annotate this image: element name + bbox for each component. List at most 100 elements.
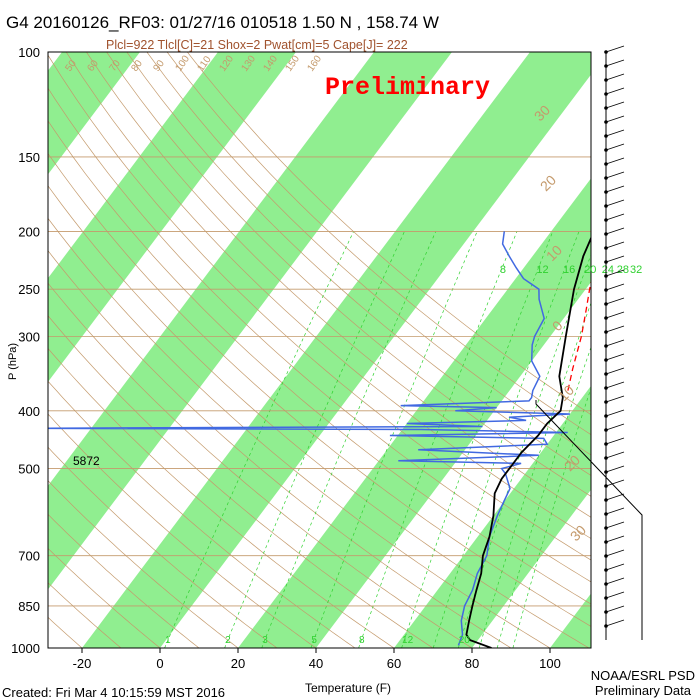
mixing-ratio-line [496, 346, 591, 648]
dry-adiabat [0, 52, 4, 648]
wind-barb [605, 283, 625, 291]
y-tick-label: 850 [18, 599, 40, 614]
wind-barb [605, 521, 625, 529]
y-tick-label: 400 [18, 404, 40, 419]
wind-barb [605, 101, 625, 109]
wind-barb [605, 157, 625, 165]
wind-barb [605, 227, 625, 235]
mixing-ratio-label: 8 [500, 264, 506, 276]
wind-barb [605, 451, 625, 459]
plot-area [0, 52, 591, 648]
wind-barb [605, 115, 625, 123]
wind-barb [605, 437, 625, 445]
isotherm-band [48, 52, 140, 175]
x-tick-label: 80 [465, 656, 479, 671]
dry-adiabat [187, 52, 591, 416]
wind-barb [605, 87, 625, 95]
isotherm-band [394, 385, 591, 648]
dry-adiabat [166, 52, 591, 436]
chart-subtitle: Plcl=922 Tlcl[C]=21 Shox=2 Pwat[cm]=5 Ca… [106, 38, 408, 52]
preliminary-watermark: Preliminary [325, 73, 490, 102]
dewpoint-trace [48, 231, 570, 646]
mixing-ratio-label: 24 [602, 264, 614, 276]
plot-frame [47, 51, 592, 649]
y-tick-label: 100 [18, 45, 40, 60]
y-tick-label: 300 [18, 329, 40, 344]
mixing-ratio-label: 1 [165, 635, 171, 646]
wind-barb [605, 339, 625, 347]
wind-barb [605, 353, 625, 361]
x-tick-label: 40 [309, 656, 323, 671]
mixing-ratio-label: 3 [262, 635, 268, 646]
wind-barb [605, 563, 625, 571]
isotherm-band [48, 52, 452, 590]
wind-barb [605, 129, 625, 137]
created-timestamp: Created: Fri Mar 4 10:15:59 MST 2016 [2, 685, 225, 700]
isotherm-label: 10 [555, 382, 577, 404]
wind-barb [605, 199, 625, 207]
wind-barb [605, 297, 625, 305]
wind-barb [605, 465, 625, 473]
mixing-ratio-line [224, 231, 405, 648]
wind-barb-column [535, 45, 643, 640]
dry-adiabat-label: 100 [173, 53, 192, 73]
wind-barb [605, 605, 625, 613]
x-tick-label: 0 [156, 656, 163, 671]
x-tick-label: -20 [73, 656, 92, 671]
mixing-ratio-line [432, 231, 580, 648]
wind-barb [605, 619, 625, 627]
y-tick-label: 1000 [11, 641, 40, 656]
mixing-ratio-label: 20 [459, 635, 471, 646]
dry-adiabat [48, 250, 512, 648]
mixing-ratio-labels: 8 12 16 20 24 28 321 2 3 5 8 12 20 [165, 264, 642, 646]
wind-barb [605, 591, 625, 599]
mixing-ratio-line [261, 231, 437, 648]
dry-adiabat-label: 160 [305, 53, 324, 73]
wind-barb [605, 535, 625, 543]
wind-barb [605, 59, 625, 67]
wind-barb [605, 493, 625, 501]
wind-barb [605, 311, 625, 319]
isotherm-label: 30 [567, 522, 589, 544]
wind-barb [605, 479, 625, 487]
mixing-ratio-label: 5 [311, 635, 317, 646]
wind-barb [605, 45, 625, 53]
preliminary-data-label: Preliminary Data [595, 683, 692, 698]
source-label: NOAA/ESRL PSD [591, 668, 695, 683]
x-axis-label: Temperature (F) [305, 681, 391, 695]
wind-barb [605, 143, 625, 151]
wind-envelope [535, 400, 643, 640]
wind-barb [605, 423, 625, 431]
wind-barb [605, 171, 625, 179]
wind-barb [605, 381, 625, 389]
y-tick-label: 150 [18, 150, 40, 165]
y-tick-label: 700 [18, 549, 40, 564]
wind-barb [605, 409, 625, 417]
wind-barb [605, 549, 625, 557]
mixing-ratio-line [457, 253, 591, 648]
parcel-trace [567, 279, 591, 391]
mixing-ratio-label: 12 [402, 635, 414, 646]
mixing-ratio-label: 8 [359, 635, 365, 646]
y-tick-label: 200 [18, 224, 40, 239]
mixing-ratio-label: 2 [225, 635, 231, 646]
wind-barb [605, 325, 625, 333]
mixing-ratio-line [358, 231, 518, 648]
y-tick-label: 250 [18, 282, 40, 297]
mixing-ratio-label: 20 [584, 264, 596, 276]
wind-barb [605, 185, 625, 193]
wind-barb [605, 73, 625, 81]
x-axis-ticks: -20 0 20 40 60 80 100 [73, 648, 561, 671]
isotherm-band [238, 178, 591, 648]
mixing-ratio-lines [164, 231, 591, 648]
wind-barb [605, 507, 625, 515]
wind-barb [605, 269, 625, 277]
isobars [48, 52, 591, 648]
mixing-ratio-label: 12 [536, 264, 548, 276]
chart-title: G4 20160126_RF03: 01/27/16 010518 1.50 N… [6, 13, 439, 32]
dry-adiabat-label: 90 [151, 58, 167, 74]
mixing-ratio-line [401, 231, 554, 648]
dry-adiabat [146, 52, 591, 456]
mixing-ratio-line [478, 301, 591, 648]
isotherm-bands [48, 52, 591, 648]
